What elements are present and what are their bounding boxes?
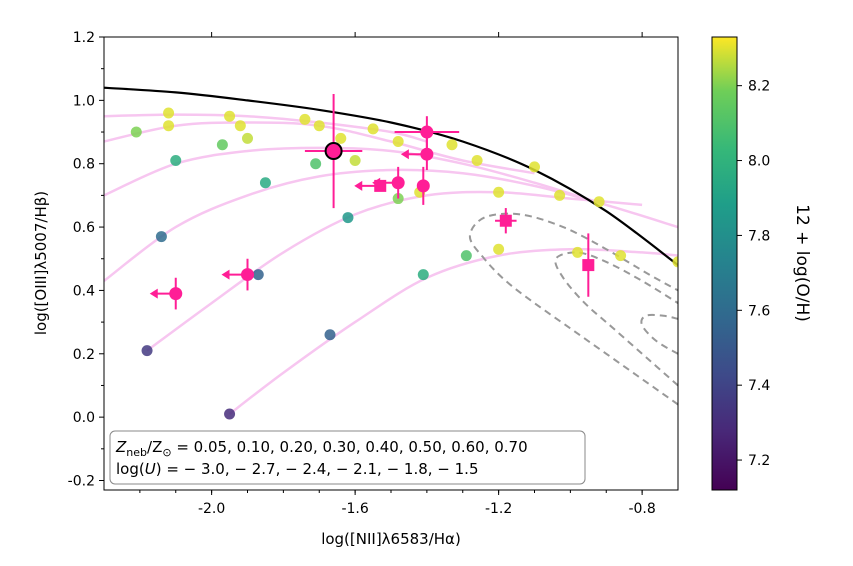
y-axis-label: log([OIII]λ5007/Hβ) xyxy=(32,191,50,335)
model-point xyxy=(342,212,354,224)
contour-line xyxy=(640,313,678,355)
model-point xyxy=(224,408,236,420)
colorbar-ticks: 7.2 7.4 7.6 7.8 8.0 8.2 xyxy=(737,79,770,469)
colorbar-tick-label: 8.2 xyxy=(748,79,770,95)
annotation-line-2: log(U) = − 3.0, − 2.7, − 2.4, − 2.1, − 1… xyxy=(116,460,479,478)
model-point xyxy=(367,123,379,135)
model-point xyxy=(216,139,228,151)
observation-square xyxy=(374,179,387,192)
y-tick-label: 0.0 xyxy=(73,410,95,426)
model-point xyxy=(417,269,429,281)
model-point xyxy=(259,177,271,189)
colorbar-label: 12 + log(O/H) xyxy=(792,204,812,322)
model-tracks xyxy=(104,113,678,415)
colorbar-tick-label: 7.2 xyxy=(748,453,770,469)
model-point xyxy=(493,186,505,198)
model-point xyxy=(224,110,236,122)
demarcation-curve xyxy=(104,86,678,266)
observation-square xyxy=(582,259,595,272)
observation-circle xyxy=(420,147,434,161)
x-tick-label: -0.8 xyxy=(628,501,655,517)
contour-line xyxy=(468,212,678,406)
model-point xyxy=(529,161,540,173)
observation-circle xyxy=(241,268,254,282)
model-point xyxy=(299,113,311,125)
observation-points xyxy=(149,94,595,310)
colorbar-tick-label: 7.4 xyxy=(748,378,770,394)
model-point xyxy=(155,231,167,243)
model-point xyxy=(310,158,322,170)
upper-limit-arrow-head xyxy=(149,288,158,299)
demarcation-line xyxy=(104,86,678,266)
observation-square xyxy=(499,214,512,227)
x-axis-label: log([NII]λ6583/Hα) xyxy=(321,530,461,548)
colorbar-tick-label: 8.0 xyxy=(748,154,770,170)
model-point xyxy=(493,243,505,255)
observation-circle xyxy=(420,125,434,139)
upper-limit-arrow-head xyxy=(354,180,363,191)
y-tick-label: 0.6 xyxy=(73,220,95,236)
model-point xyxy=(335,132,347,144)
y-tick-label: -0.2 xyxy=(68,473,95,489)
highlighted-observation xyxy=(324,142,343,161)
annotation-line-1: Zneb/Z⊙ = 0.05, 0.10, 0.20, 0.30, 0.40, … xyxy=(115,438,528,459)
y-tick-label: 0.4 xyxy=(73,283,95,299)
model-point xyxy=(234,120,246,132)
model-point xyxy=(313,120,325,132)
observation-circle xyxy=(169,287,183,301)
x-axis-ticks: -2.0 -1.6 -1.2 -0.8 xyxy=(139,32,656,517)
upper-limit-arrow-head xyxy=(221,269,230,280)
contour-line xyxy=(554,251,678,387)
colorbar-tick-label: 7.8 xyxy=(748,228,770,244)
model-point xyxy=(392,136,404,148)
y-tick-label: 1.2 xyxy=(73,30,95,46)
model-track xyxy=(228,247,678,415)
model-point xyxy=(242,132,253,144)
y-tick-label: 0.2 xyxy=(73,347,95,363)
y-tick-label: 0.8 xyxy=(73,157,95,173)
model-point xyxy=(130,126,142,138)
model-track xyxy=(104,168,678,282)
y-axis-ticks: -0.2 0.0 0.2 0.4 0.6 0.8 1.0 1.2 xyxy=(68,30,104,489)
x-tick-label: -1.2 xyxy=(485,501,512,517)
model-points xyxy=(130,107,678,420)
density-contours xyxy=(468,212,678,406)
model-point xyxy=(615,250,627,262)
model-point xyxy=(163,107,175,119)
model-point xyxy=(593,196,605,208)
model-point xyxy=(460,250,472,262)
model-point xyxy=(324,329,336,341)
model-track xyxy=(104,146,607,207)
x-tick-label: -2.0 xyxy=(198,501,225,517)
model-point xyxy=(554,189,566,201)
model-point xyxy=(572,246,584,258)
model-point xyxy=(252,269,264,281)
model-point xyxy=(446,139,458,151)
legend-box: Zneb/Z⊙ = 0.05, 0.10, 0.20, 0.30, 0.40, … xyxy=(109,430,586,485)
model-point xyxy=(163,120,175,132)
upper-limit-arrow-head xyxy=(400,149,409,160)
observation-circle xyxy=(391,176,405,190)
model-point xyxy=(170,155,182,167)
model-point xyxy=(141,345,153,357)
y-tick-label: 1.0 xyxy=(73,93,95,109)
model-point xyxy=(349,155,361,167)
observation-circle xyxy=(416,179,430,193)
colorbar xyxy=(711,36,738,491)
model-point xyxy=(471,155,483,167)
x-tick-label: -1.6 xyxy=(341,501,368,517)
model-point xyxy=(672,256,678,268)
colorbar-tick-label: 7.6 xyxy=(748,303,770,319)
